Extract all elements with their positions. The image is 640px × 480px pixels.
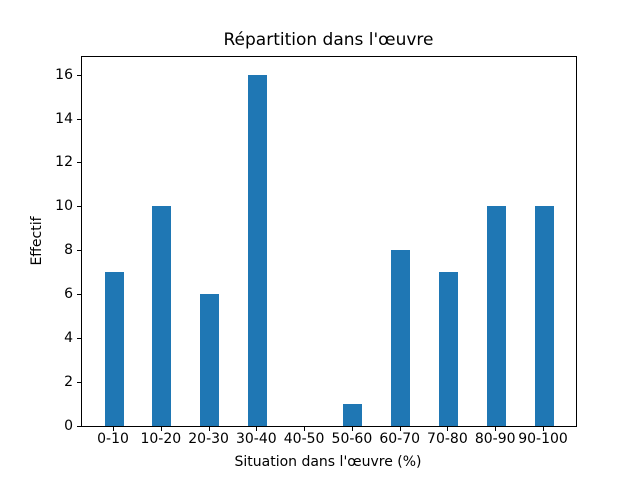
bar-0-10 xyxy=(104,272,124,426)
x-tick-label: 90-100 xyxy=(518,431,568,447)
y-tick-mark xyxy=(77,426,81,427)
y-tick-label: 2 xyxy=(64,374,73,391)
x-tick-label: 50-60 xyxy=(331,431,373,447)
bar-10-20 xyxy=(152,206,172,426)
bar-60-70 xyxy=(391,250,411,426)
x-tick-mark xyxy=(256,427,258,431)
bar-80-90 xyxy=(486,206,506,426)
x-tick-mark xyxy=(113,427,114,431)
x-tick-mark xyxy=(351,427,353,431)
y-tick-label: 14 xyxy=(55,110,73,127)
x-tick-mark xyxy=(543,427,544,431)
y-tick-label: 10 xyxy=(55,198,73,215)
y-tick-mark xyxy=(77,338,81,340)
x-tick-mark xyxy=(447,427,449,431)
chart-title: Répartition dans l'œuvre xyxy=(223,30,434,50)
x-tick-mark xyxy=(399,427,401,431)
x-tick-label: 70-80 xyxy=(427,431,468,447)
x-tick-label: 60-70 xyxy=(379,431,421,447)
y-tick-mark xyxy=(77,162,81,164)
x-tick-label: 80-90 xyxy=(474,431,516,447)
y-tick-mark xyxy=(77,294,81,296)
plot-area xyxy=(81,56,577,427)
bar-30-40 xyxy=(247,74,267,426)
y-tick-mark xyxy=(77,250,81,252)
x-axis-label: Situation dans l'œuvre (%) xyxy=(234,454,422,470)
y-axis-label: Effectif xyxy=(29,216,45,266)
x-tick-label: 30-40 xyxy=(235,431,277,447)
x-tick-mark xyxy=(495,427,497,431)
y-tick-label: 4 xyxy=(64,330,73,347)
y-tick-label: 0 xyxy=(64,418,73,434)
bar-90-100 xyxy=(534,206,554,426)
bar-70-80 xyxy=(438,272,458,426)
x-tick-label: 20-30 xyxy=(188,431,229,447)
y-tick-mark xyxy=(77,206,81,208)
x-tick-label: 0-10 xyxy=(97,431,129,447)
y-tick-mark xyxy=(77,118,81,120)
x-tick-mark xyxy=(208,427,210,431)
x-tick-label: 40-50 xyxy=(283,431,325,447)
y-tick-mark xyxy=(77,74,81,76)
x-tick-label: 10-20 xyxy=(140,431,182,447)
bar-20-30 xyxy=(200,294,220,426)
x-tick-mark xyxy=(160,427,162,431)
y-tick-mark xyxy=(77,382,81,384)
x-tick-mark xyxy=(304,427,306,431)
y-tick-label: 8 xyxy=(64,242,73,259)
y-tick-label: 16 xyxy=(55,66,73,83)
y-tick-label: 12 xyxy=(55,154,73,171)
y-tick-label: 6 xyxy=(64,286,73,303)
bar-50-60 xyxy=(343,404,363,426)
